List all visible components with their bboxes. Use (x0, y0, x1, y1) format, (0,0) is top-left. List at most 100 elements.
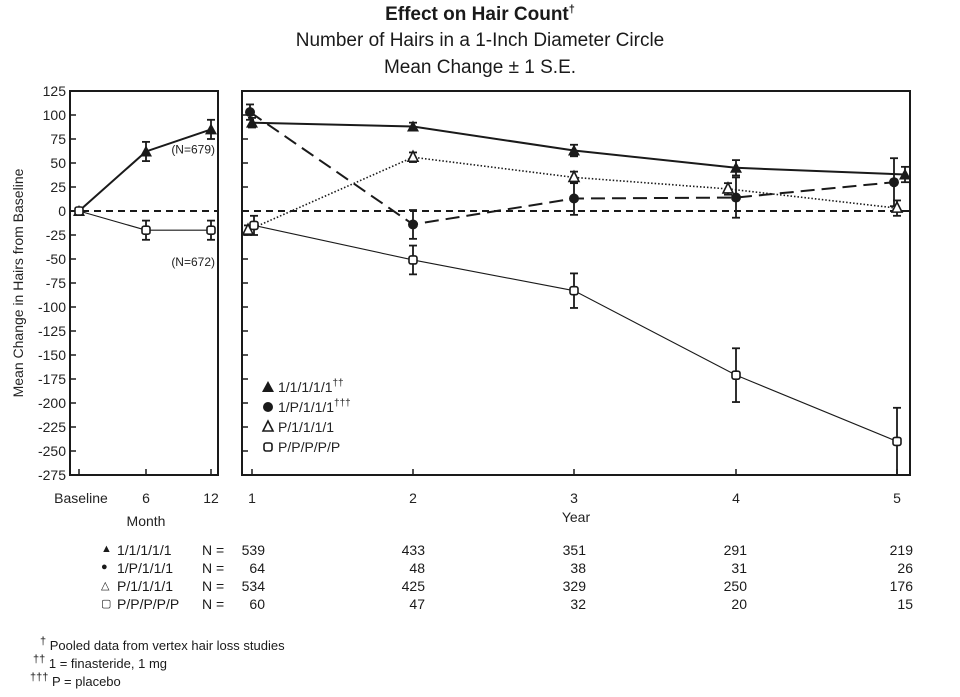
x-tick-label: 3 (570, 490, 578, 506)
marker-open-square (569, 285, 579, 296)
marker-filled-triangle (899, 168, 911, 180)
marker-open-square (892, 436, 902, 447)
x-tick-label: 2 (409, 490, 417, 506)
y-tick-label: -200 (38, 395, 66, 411)
series-line (249, 111, 895, 226)
n-annotation: (N=672) (171, 255, 215, 269)
marker-filled-triangle (407, 120, 419, 132)
legend-footnote-mark: ††† (334, 398, 351, 409)
marker-open-square (263, 442, 273, 452)
n-value: 26 (897, 560, 913, 576)
legend-label: 1/1/1/1/1†† (278, 378, 344, 395)
n-table-row: ▲ 1/1/1/1/1 N = 539 433 351 291 219 (0, 542, 960, 560)
footnote-text: P = placebo (48, 674, 121, 689)
series-1/1/1/1/1 (246, 116, 911, 184)
left-panel-months: 125 100 75 50 25 0 -25 -50 -75 -100 -125 -150 -175 -2… (38, 83, 219, 506)
series-1/P/1/1/1 (245, 103, 899, 240)
marker-filled-circle (245, 107, 255, 118)
n-value: 64 (249, 560, 265, 576)
x-axis-label-month: Month (127, 513, 166, 529)
n-value: 31 (731, 560, 747, 576)
title-footnote-mark: † (568, 3, 575, 16)
n-value: 539 (241, 542, 265, 558)
series-line (253, 224, 898, 442)
marker-filled-triangle (140, 145, 152, 157)
n-label: N = (202, 542, 225, 558)
n-value: 38 (570, 560, 586, 576)
n-value: 32 (570, 596, 586, 612)
marker-open-triangle (261, 419, 275, 432)
y-tick-label: 100 (43, 107, 67, 123)
n-annotation: (N=679) (171, 142, 215, 156)
marker-open-triangle (890, 200, 904, 213)
x-tick-label: 6 (142, 490, 150, 506)
n-table-row: △ P/1/1/1/1 N = 534 425 329 250 176 (0, 578, 960, 596)
marker-open-triangle (406, 149, 420, 163)
n-value: 176 (889, 578, 913, 594)
marker-open-square (74, 206, 84, 216)
marker-filled-circle (889, 177, 899, 188)
legend-label: P/P/P/P/P (278, 439, 340, 455)
legend-footnote-mark: †† (333, 378, 344, 389)
series-P: (N=672) (74, 206, 216, 269)
marker-filled-triangle (246, 116, 258, 128)
x-axis-label-year: Year (562, 509, 591, 525)
n-table-group: P/P/P/P/P (117, 596, 180, 612)
y-tick-label: -250 (38, 443, 66, 459)
footnote-text: 1 = finasteride, 1 mg (45, 656, 168, 671)
x-tick-label: 5 (893, 490, 901, 506)
marker-open-square-icon: ▢ (101, 598, 112, 610)
y-tick-label: -100 (38, 299, 66, 315)
n-label: N = (202, 560, 225, 576)
footnote-mark: ††† (30, 671, 49, 684)
y-tick-label: 75 (50, 131, 66, 147)
footnote-mark: †† (33, 653, 46, 666)
n-value: 351 (562, 542, 586, 558)
marker-open-triangle-icon: △ (101, 580, 110, 592)
n-value: 15 (897, 596, 913, 612)
marker-filled-triangle (568, 144, 580, 156)
y-tick-label: 25 (50, 179, 66, 195)
marker-filled-triangle (262, 381, 274, 392)
marker-filled-triangle (205, 123, 217, 135)
n-table-row: ▢ P/P/P/P/P N = 60 47 32 20 15 (0, 596, 960, 614)
n-value: 250 (723, 578, 747, 594)
marker-open-square (249, 220, 259, 231)
right-panel-years: 1 2 3 4 5 1/1/1/1/1†† 1/P/1/1/1††† P/1/1/1/1 P/P… (241, 90, 911, 506)
y-tick-label: -125 (38, 323, 66, 339)
y-tick-label: -150 (38, 347, 66, 363)
y-tick-label: -50 (46, 251, 66, 267)
n-label: N = (202, 578, 225, 594)
legend-label: P/1/1/1/1 (278, 419, 334, 435)
marker-filled-triangle (730, 161, 742, 173)
hair-count-chart: Mean Change in Hairs from Baseline 12510… (10, 83, 911, 529)
legend-label: 1/P/1/1/1††† (278, 398, 351, 415)
marker-open-square (141, 225, 151, 235)
marker-filled-circle (408, 219, 418, 230)
series-1: (N=679) (73, 118, 217, 216)
footnote: † Pooled data from vertex hair loss stud… (40, 636, 285, 653)
n-value: 329 (562, 578, 586, 594)
y-tick-label: -25 (46, 227, 66, 243)
series-P/1/1/1/1 (241, 149, 904, 236)
n-table-group: P/1/1/1/1 (117, 578, 174, 594)
n-table: ▲ 1/1/1/1/1 N = 539 433 351 291 219 ● 1/P/1/1/1 N … (0, 542, 960, 622)
n-table-row: ● 1/P/1/1/1 N = 64 48 38 31 26 (0, 560, 960, 578)
footnote: ††† P = placebo (30, 671, 121, 689)
n-value: 534 (241, 578, 265, 594)
n-value: 425 (401, 578, 425, 594)
x-tick-label: 4 (732, 490, 740, 506)
x-tick-label: 1 (248, 490, 256, 506)
legend: 1/1/1/1/1†† 1/P/1/1/1††† P/1/1/1/1 P/P/P/P/… (261, 378, 351, 455)
marker-filled-circle (263, 402, 273, 412)
y-tick-label: 0 (58, 203, 66, 219)
marker-filled-circle (731, 192, 741, 203)
n-value: 219 (889, 542, 913, 558)
marker-open-triangle (721, 181, 735, 194)
y-tick-label: -75 (46, 275, 66, 291)
marker-open-square (408, 255, 418, 265)
y-tick-label: 50 (50, 155, 66, 171)
n-value: 20 (731, 596, 747, 612)
footnote-text: Pooled data from vertex hair loss studie… (46, 638, 285, 653)
y-tick-label: 125 (43, 83, 67, 99)
